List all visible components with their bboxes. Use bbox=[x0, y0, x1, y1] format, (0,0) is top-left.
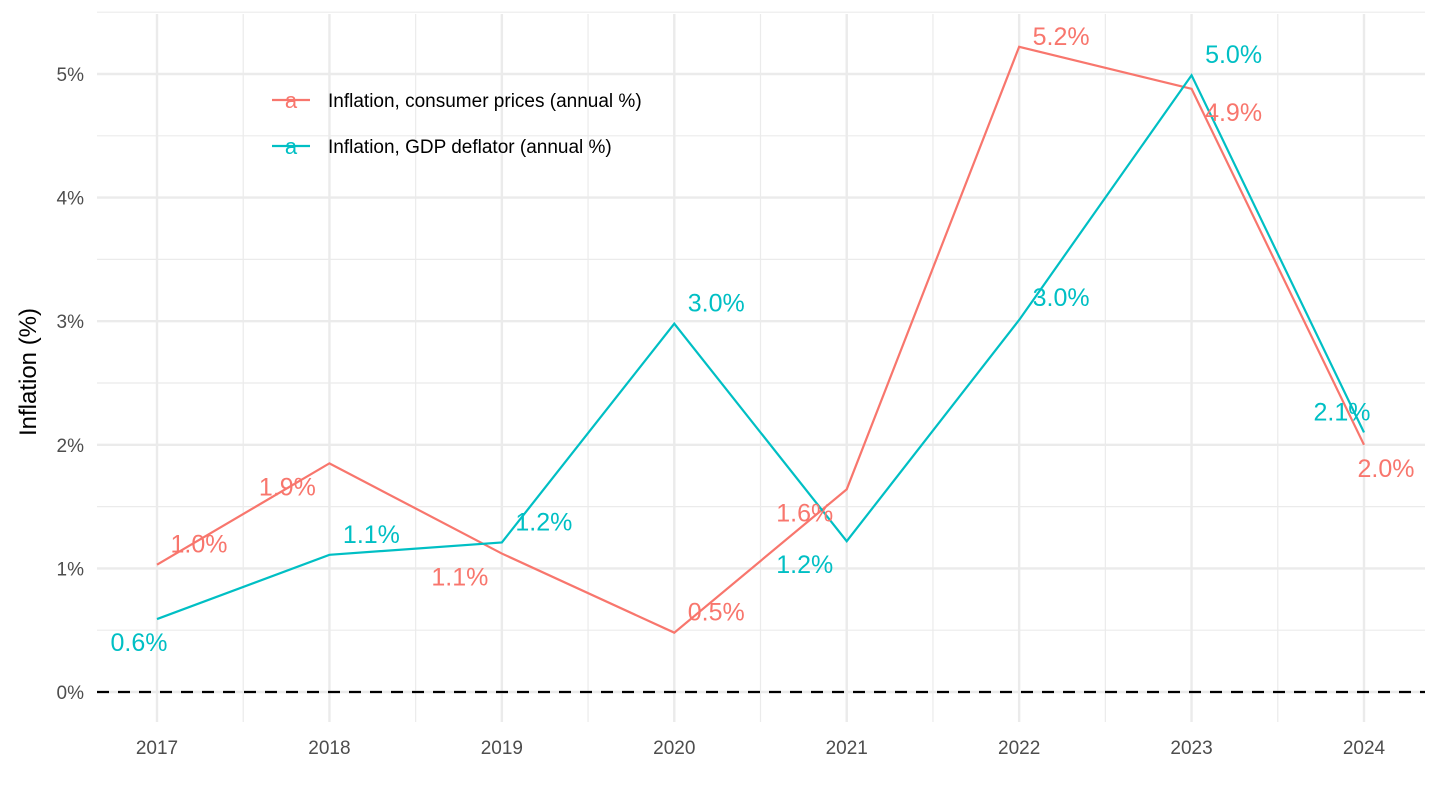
series-line-gdp-deflator bbox=[156, 73, 1365, 621]
legend: a Inflation, consumer prices (annual %) a I… bbox=[272, 88, 642, 159]
x-tick-label: 2024 bbox=[1343, 738, 1386, 759]
data-label-consumer-prices: 1.0% bbox=[171, 531, 228, 559]
y-tick-label: 3% bbox=[57, 312, 85, 333]
y-tick-label: 1% bbox=[57, 559, 85, 580]
legend-key-glyph: a bbox=[285, 134, 298, 159]
data-label-gdp-deflator: 5.0% bbox=[1205, 41, 1262, 69]
data-label-gdp-deflator: 1.2% bbox=[776, 551, 833, 579]
y-tick-label: 2% bbox=[57, 436, 85, 457]
x-tick-label: 2018 bbox=[308, 738, 350, 759]
data-label-consumer-prices: 5.2% bbox=[1033, 23, 1090, 51]
x-axis: 2017 2018 2019 2020 2021 2022 2023 2024 bbox=[136, 738, 1386, 759]
legend-entry-label: Inflation, GDP deflator (annual %) bbox=[328, 137, 612, 158]
x-tick-label: 2017 bbox=[136, 738, 178, 759]
series-line-consumer-prices bbox=[156, 45, 1365, 634]
data-label-consumer-prices: 0.5% bbox=[688, 599, 745, 627]
data-label-gdp-deflator: 3.0% bbox=[1033, 284, 1090, 312]
data-label-consumer-prices: 1.9% bbox=[259, 473, 316, 501]
legend-key-glyph: a bbox=[285, 88, 298, 113]
data-label-consumer-prices: 1.6% bbox=[776, 499, 833, 527]
y-axis: 0% 1% 2% 3% 4% 5% bbox=[57, 65, 85, 704]
data-labels: 1.0% 1.9% 1.1% 0.5% 1.6% 5.2% 4.9% 2.0% 0.6% 1.1%… bbox=[111, 23, 1415, 657]
data-label-gdp-deflator: 2.1% bbox=[1314, 398, 1371, 426]
data-label-gdp-deflator: 1.2% bbox=[515, 508, 572, 536]
y-tick-label: 0% bbox=[57, 683, 85, 704]
legend-key: a bbox=[272, 88, 310, 113]
x-tick-label: 2023 bbox=[1170, 738, 1212, 759]
grid bbox=[97, 11, 1425, 722]
y-tick-label: 5% bbox=[57, 65, 85, 86]
x-tick-label: 2019 bbox=[481, 738, 523, 759]
x-tick-label: 2021 bbox=[826, 738, 868, 759]
y-axis-title: Inflation (%) bbox=[15, 308, 42, 436]
legend-entry-label: Inflation, consumer prices (annual %) bbox=[328, 91, 642, 112]
data-label-consumer-prices: 2.0% bbox=[1358, 455, 1415, 483]
legend-key: a bbox=[272, 134, 310, 159]
data-label-gdp-deflator: 0.6% bbox=[111, 629, 168, 657]
data-label-gdp-deflator: 1.1% bbox=[343, 521, 400, 549]
series-lines bbox=[156, 45, 1365, 634]
x-tick-label: 2022 bbox=[998, 738, 1040, 759]
data-label-consumer-prices: 4.9% bbox=[1205, 99, 1262, 127]
data-label-consumer-prices: 1.1% bbox=[431, 564, 488, 592]
y-tick-label: 4% bbox=[57, 189, 85, 210]
x-tick-label: 2020 bbox=[653, 738, 695, 759]
data-label-gdp-deflator: 3.0% bbox=[688, 290, 745, 318]
